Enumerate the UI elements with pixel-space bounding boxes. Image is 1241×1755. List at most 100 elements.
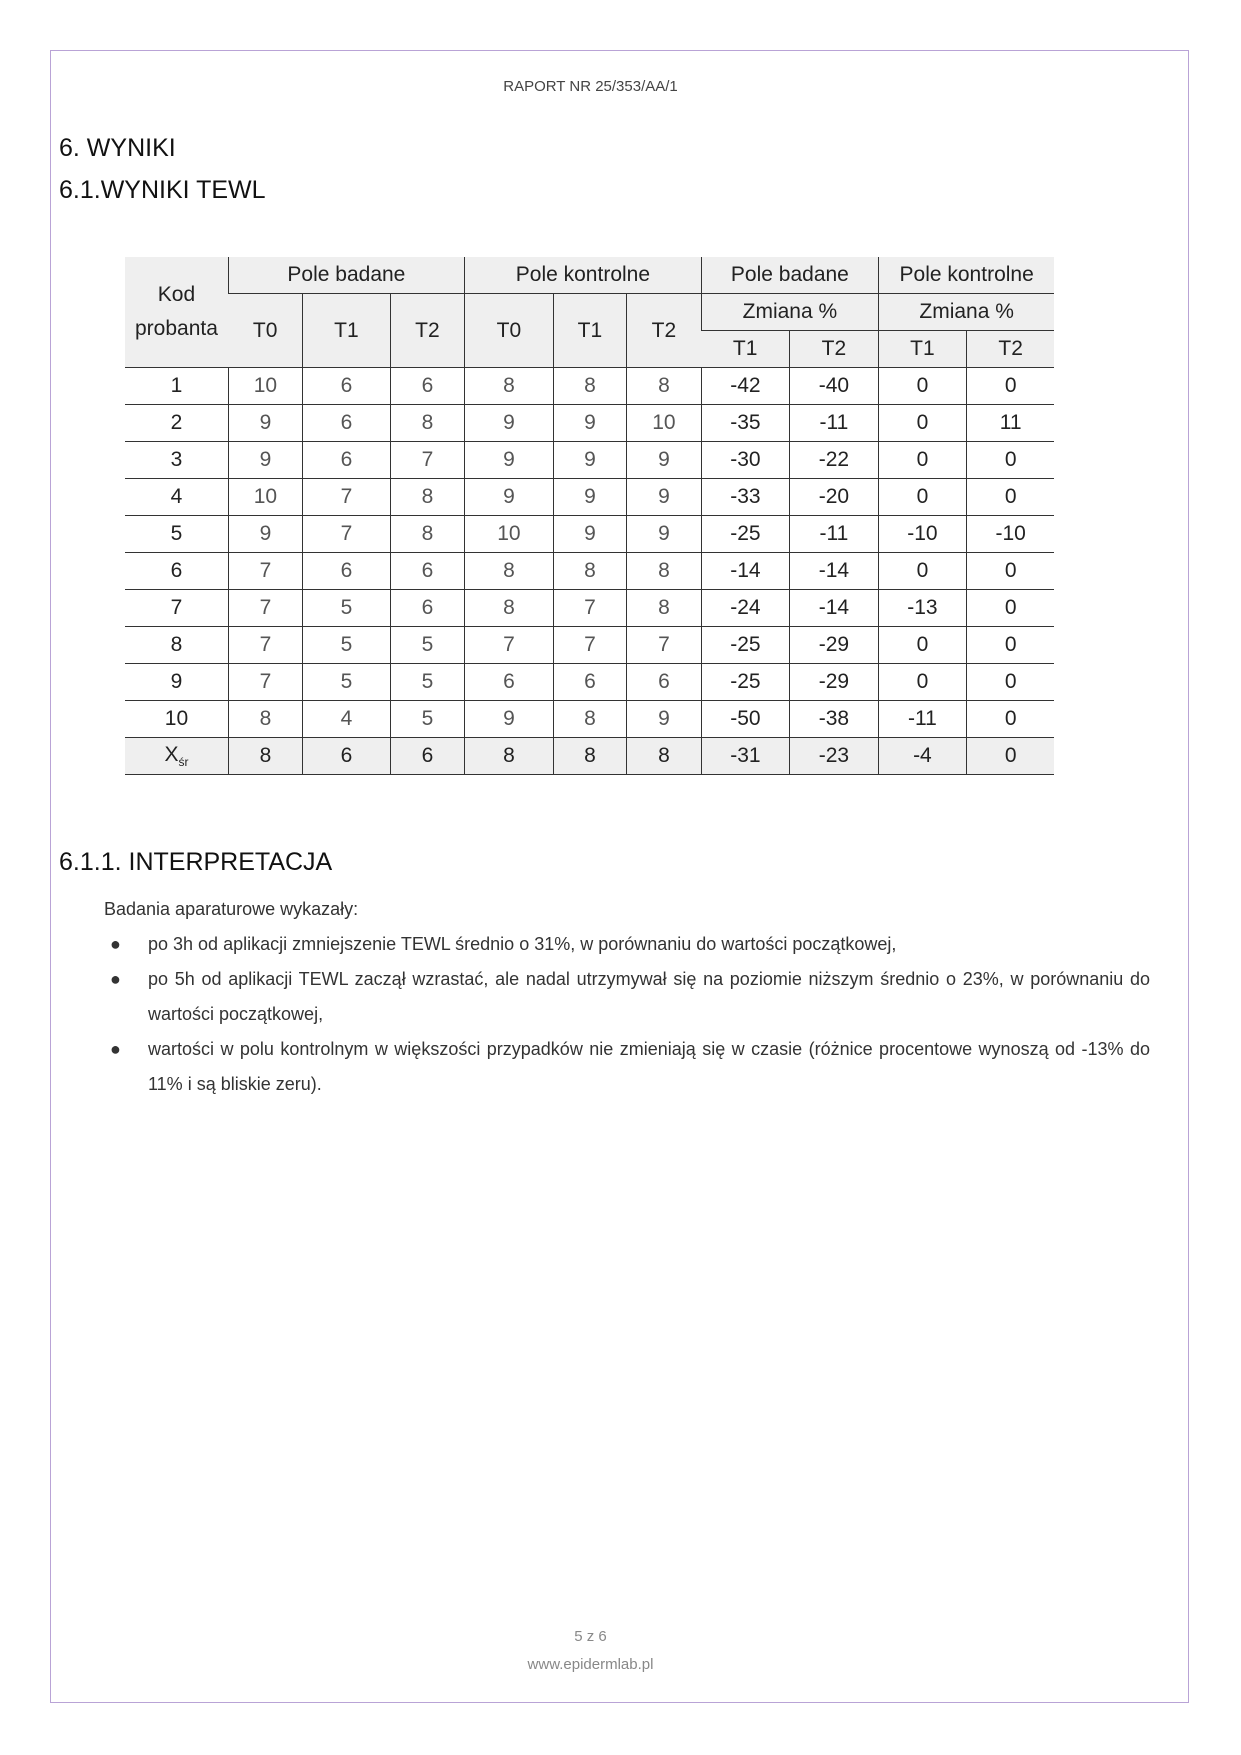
table-cell: 7 — [552, 626, 627, 664]
table-cell: -11 — [877, 700, 967, 738]
mean-label-text: X — [164, 742, 179, 766]
bullet-text: po 5h od aplikacji TEWL zaczął wzrastać,… — [148, 969, 1150, 1024]
subsection-heading: 6.1.WYNIKI TEWL — [59, 176, 266, 204]
table-cell: 7 — [625, 626, 702, 664]
section-heading: 6. WYNIKI — [59, 134, 176, 162]
table-row: 3 9 6 7 9 9 9 -30 -22 0 0 — [125, 441, 1055, 479]
table-cell: 0 — [965, 441, 1055, 479]
mean-cell: 0 — [965, 737, 1055, 775]
table-cell: 0 — [965, 478, 1055, 516]
header-col: T2 — [625, 293, 702, 368]
mean-label-sub: śr — [178, 755, 189, 770]
interpretation-body: Badania aparaturowe wykazały: ● po 3h od … — [104, 892, 1150, 1102]
table-cell: -50 — [700, 700, 790, 738]
header-col: T2 — [389, 293, 465, 368]
table-cell: 9 — [625, 700, 702, 738]
mean-cell: -4 — [877, 737, 967, 775]
table-cell: 6 — [301, 441, 391, 479]
table-cell: -25 — [700, 515, 790, 553]
header-col: T0 — [463, 293, 554, 368]
table-cell: 9 — [552, 441, 627, 479]
page-frame — [50, 50, 1189, 1703]
table-cell: -30 — [700, 441, 790, 479]
row-code: 4 — [125, 478, 229, 516]
table-cell: 0 — [965, 700, 1055, 738]
table-cell: 8 — [552, 552, 627, 590]
row-code: 6 — [125, 552, 229, 590]
table-cell: 5 — [301, 589, 391, 627]
table-cell: 9 — [463, 478, 554, 516]
table-cell: -14 — [788, 552, 879, 590]
table-cell: 0 — [877, 367, 967, 405]
mean-row: Xśr 8 6 6 8 8 8 -31 -23 -4 0 — [125, 737, 1055, 775]
bullet-item: ● po 5h od aplikacji TEWL zaczął wzrastać… — [104, 962, 1150, 1032]
table-cell: 8 — [227, 700, 303, 738]
bullet-icon: ● — [110, 1039, 121, 1059]
table-row: 10 8 4 5 9 8 9 -50 -38 -11 0 — [125, 700, 1055, 738]
interpretation-heading: 6.1.1. INTERPRETACJA — [59, 848, 333, 876]
table-cell: 5 — [389, 663, 465, 701]
table-cell: 8 — [463, 552, 554, 590]
table-cell: 9 — [463, 441, 554, 479]
table-cell: 0 — [877, 626, 967, 664]
table-cell: 6 — [389, 589, 465, 627]
table-cell: 7 — [227, 589, 303, 627]
table-cell: -29 — [788, 626, 879, 664]
table-cell: -14 — [700, 552, 790, 590]
table-cell: 7 — [227, 663, 303, 701]
table-cell: 9 — [552, 478, 627, 516]
mean-cell: -31 — [700, 737, 790, 775]
header-kod: Kod probanta — [125, 257, 229, 368]
table-cell: 0 — [965, 626, 1055, 664]
table-cell: 0 — [965, 589, 1055, 627]
table-cell: -35 — [700, 404, 790, 442]
table-cell: -10 — [965, 515, 1055, 553]
table-cell: 0 — [877, 478, 967, 516]
table-cell: -42 — [700, 367, 790, 405]
header-group: Pole badane — [700, 257, 879, 294]
mean-cell: 8 — [625, 737, 702, 775]
mean-cell: 8 — [552, 737, 627, 775]
header-col: T2 — [788, 330, 879, 368]
table-cell: 8 — [552, 367, 627, 405]
intro-text: Badania aparaturowe wykazały: — [104, 899, 359, 919]
table-row: 9 7 5 5 6 6 6 -25 -29 0 0 — [125, 663, 1055, 701]
table-cell: 0 — [877, 441, 967, 479]
bullet-item: ● wartości w polu kontrolnym w większości… — [104, 1032, 1150, 1102]
table-row: 4 10 7 8 9 9 9 -33 -20 0 0 — [125, 478, 1055, 516]
header-col: T1 — [552, 293, 627, 368]
table-cell: 5 — [301, 626, 391, 664]
table-cell: 9 — [227, 515, 303, 553]
footer-url: www.epidermlab.pl — [527, 1656, 654, 1673]
table-cell: -10 — [877, 515, 967, 553]
table-cell: 8 — [463, 367, 554, 405]
table-cell: 0 — [965, 367, 1055, 405]
header-col: T0 — [228, 293, 303, 368]
header-col: T1 — [301, 293, 391, 368]
table-cell: 10 — [463, 515, 554, 553]
table-cell: -33 — [700, 478, 790, 516]
table-cell: 6 — [301, 367, 391, 405]
header-col: T1 — [701, 330, 790, 368]
header-zmiana: Zmiana % — [877, 293, 1055, 331]
bullet-text: po 3h od aplikacji zmniejszenie TEWL śre… — [148, 934, 897, 954]
table-cell: -11 — [788, 515, 879, 553]
row-code: 7 — [125, 589, 229, 627]
table-cell: 9 — [625, 478, 702, 516]
table-cell: 7 — [301, 515, 391, 553]
table-cell: 10 — [227, 367, 303, 405]
table-cell: 10 — [227, 478, 303, 516]
table-cell: -40 — [788, 367, 879, 405]
page-number: 5 z 6 — [574, 1628, 607, 1645]
table-cell: 0 — [965, 663, 1055, 701]
table-cell: 6 — [389, 367, 465, 405]
table-row: 6 7 6 6 8 8 8 -14 -14 0 0 — [125, 552, 1055, 590]
table-cell: 5 — [301, 663, 391, 701]
table-cell: 8 — [463, 589, 554, 627]
table-cell: 5 — [389, 626, 465, 664]
table-row: 7 7 5 6 8 7 8 -24 -14 -13 0 — [125, 589, 1055, 627]
mean-cell: 6 — [389, 737, 465, 775]
table-cell: 8 — [389, 404, 465, 442]
table-cell: 7 — [227, 552, 303, 590]
table-cell: 5 — [389, 700, 465, 738]
